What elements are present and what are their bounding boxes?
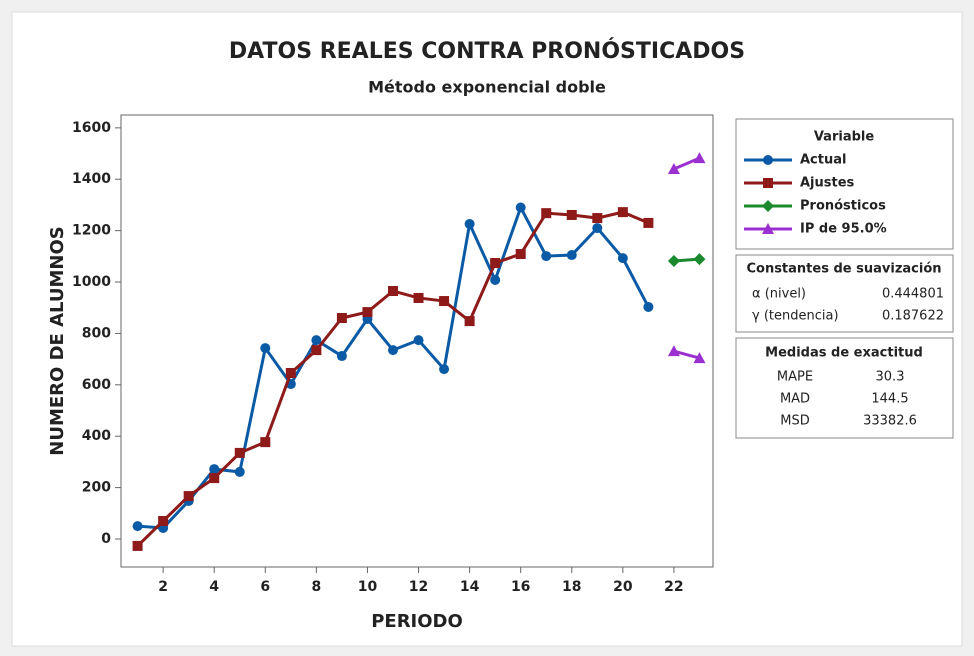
legend-label: IP de 95.0% <box>800 222 887 237</box>
marker <box>285 367 296 378</box>
marker <box>693 352 706 364</box>
marker <box>311 345 322 356</box>
marker <box>566 209 577 220</box>
marker <box>566 250 577 261</box>
accuracy-title: Medidas de exactitud <box>765 346 923 361</box>
y-tick-label: 400 <box>82 428 111 444</box>
y-tick-label: 0 <box>101 531 111 547</box>
smoothing-label: α (nivel) <box>752 287 806 302</box>
marker <box>762 223 774 234</box>
marker <box>439 296 450 307</box>
marker <box>515 202 526 213</box>
accuracy-box <box>735 337 954 439</box>
marker <box>490 258 501 269</box>
marker <box>336 313 347 324</box>
smoothing-value: 0.187622 <box>882 309 944 324</box>
marker <box>209 473 220 484</box>
y-tick-label: 1400 <box>72 171 111 187</box>
smoothing-value: 0.444801 <box>882 287 944 302</box>
marker <box>515 249 526 260</box>
marker <box>362 307 373 318</box>
y-tick-label: 1000 <box>72 274 111 290</box>
marker <box>693 152 706 164</box>
marker <box>592 223 603 234</box>
legend-label: Actual <box>800 153 846 168</box>
accuracy-label: MSD <box>780 414 809 429</box>
marker <box>260 343 271 354</box>
x-tick-label: 4 <box>209 579 219 595</box>
smoothing-title: Constantes de suavización <box>746 262 941 277</box>
marker <box>762 200 774 212</box>
marker <box>158 516 169 527</box>
marker <box>413 292 424 303</box>
marker <box>490 274 501 285</box>
accuracy-value: 144.5 <box>871 392 908 407</box>
marker <box>234 447 245 458</box>
marker <box>592 213 603 224</box>
chart-subtitle: Método exponencial doble <box>368 78 606 97</box>
marker <box>763 178 773 188</box>
marker <box>260 437 271 448</box>
marker <box>209 464 220 475</box>
accuracy-value: 30.3 <box>876 370 905 385</box>
chart-title: DATOS REALES CONTRA PRONÓSTICADOS <box>229 38 745 64</box>
y-axis-label: NUMERO DE ALUMNOS <box>47 226 68 455</box>
legend-label: Ajustes <box>800 176 855 191</box>
y-tick-label: 1200 <box>72 223 111 239</box>
x-axis-label: PERIODO <box>371 611 463 632</box>
x-tick-label: 2 <box>158 579 168 595</box>
series-line <box>673 349 700 360</box>
marker <box>387 286 398 297</box>
marker <box>693 253 706 266</box>
x-tick-label: 22 <box>664 579 683 595</box>
marker <box>132 540 143 551</box>
y-tick-label: 600 <box>82 377 111 393</box>
x-tick-label: 14 <box>460 579 480 595</box>
x-tick-label: 8 <box>312 579 322 595</box>
marker <box>413 335 424 346</box>
legend-title: Variable <box>814 130 875 145</box>
smoothing-label: γ (tendencia) <box>752 309 839 324</box>
y-tick-label: 200 <box>82 480 111 496</box>
marker <box>667 345 680 357</box>
smoothing-box <box>735 254 954 333</box>
series-line <box>673 156 701 171</box>
x-tick-label: 12 <box>409 579 428 595</box>
marker <box>132 521 143 532</box>
marker <box>643 301 654 312</box>
marker <box>541 208 552 219</box>
marker <box>541 251 552 262</box>
marker <box>311 335 322 346</box>
marker <box>617 253 628 264</box>
marker <box>643 217 654 228</box>
marker <box>763 155 773 165</box>
x-tick-label: 10 <box>358 579 378 595</box>
x-tick-label: 16 <box>511 579 530 595</box>
marker <box>387 345 398 356</box>
marker <box>336 351 347 362</box>
marker <box>617 207 628 218</box>
marker <box>439 364 450 375</box>
y-tick-label: 800 <box>82 325 111 341</box>
x-tick-label: 6 <box>260 579 270 595</box>
x-tick-label: 18 <box>562 579 581 595</box>
y-tick-label: 1600 <box>72 120 111 136</box>
accuracy-value: 33382.6 <box>863 414 917 429</box>
marker <box>183 491 194 502</box>
marker <box>667 162 680 174</box>
marker <box>667 254 680 267</box>
marker <box>464 218 475 229</box>
x-tick-label: 20 <box>613 579 633 595</box>
accuracy-label: MAPE <box>777 370 813 385</box>
marker <box>234 466 245 477</box>
accuracy-label: MAD <box>780 392 810 407</box>
marker <box>464 316 475 327</box>
legend-label: Pronósticos <box>800 199 886 214</box>
